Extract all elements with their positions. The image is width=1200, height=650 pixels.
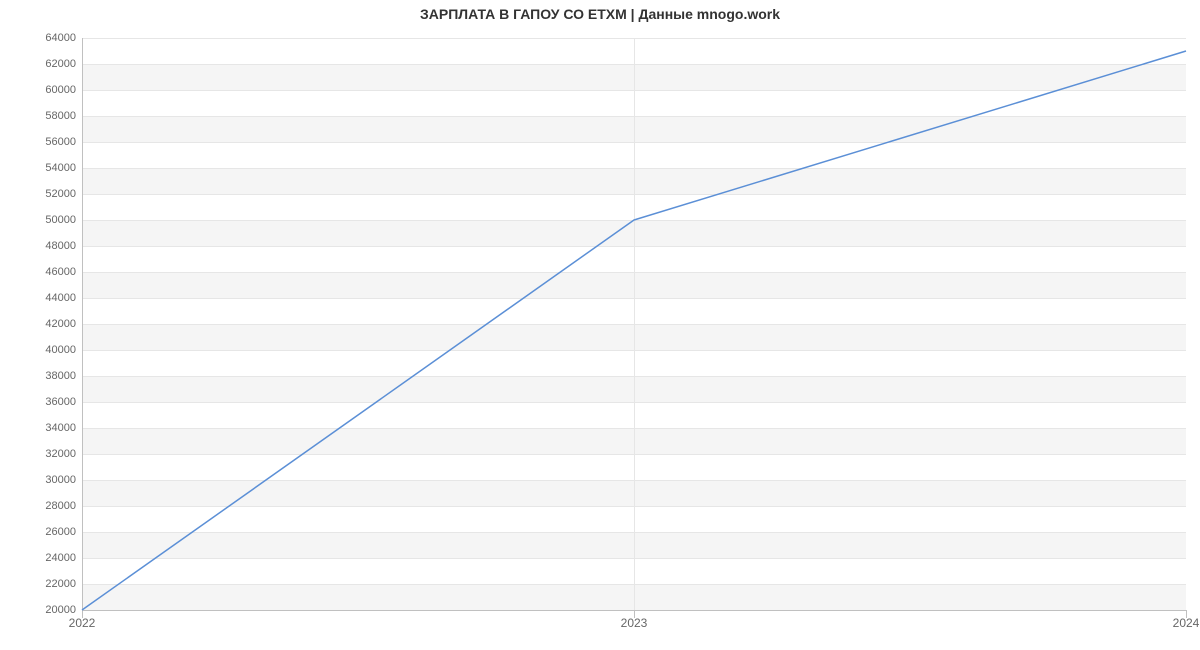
x-axis-label: 2022 bbox=[69, 610, 96, 630]
y-axis-label: 58000 bbox=[45, 110, 82, 122]
y-axis-label: 60000 bbox=[45, 84, 82, 96]
y-axis-label: 38000 bbox=[45, 370, 82, 382]
y-axis-label: 22000 bbox=[45, 578, 82, 590]
y-axis-label: 28000 bbox=[45, 500, 82, 512]
x-axis-label: 2024 bbox=[1173, 610, 1200, 630]
y-axis-label: 32000 bbox=[45, 448, 82, 460]
y-axis-label: 26000 bbox=[45, 526, 82, 538]
chart-title: ЗАРПЛАТА В ГАПОУ СО ЕТХМ | Данные mnogo.… bbox=[0, 6, 1200, 22]
salary-line bbox=[82, 51, 1186, 610]
y-axis-label: 54000 bbox=[45, 162, 82, 174]
y-axis-label: 64000 bbox=[45, 32, 82, 44]
y-axis-label: 24000 bbox=[45, 552, 82, 564]
y-axis-label: 42000 bbox=[45, 318, 82, 330]
y-axis-label: 52000 bbox=[45, 188, 82, 200]
salary-line-chart: ЗАРПЛАТА В ГАПОУ СО ЕТХМ | Данные mnogo.… bbox=[0, 0, 1200, 650]
line-series-layer bbox=[82, 38, 1186, 610]
y-axis-label: 36000 bbox=[45, 396, 82, 408]
y-axis-label: 48000 bbox=[45, 240, 82, 252]
y-axis-label: 62000 bbox=[45, 58, 82, 70]
y-axis-label: 46000 bbox=[45, 266, 82, 278]
y-axis-label: 44000 bbox=[45, 292, 82, 304]
y-axis-label: 56000 bbox=[45, 136, 82, 148]
plot-area: 2000022000240002600028000300003200034000… bbox=[82, 38, 1186, 610]
y-axis-label: 34000 bbox=[45, 422, 82, 434]
y-axis-label: 40000 bbox=[45, 344, 82, 356]
y-axis-label: 50000 bbox=[45, 214, 82, 226]
x-axis-label: 2023 bbox=[621, 610, 648, 630]
y-axis-label: 30000 bbox=[45, 474, 82, 486]
